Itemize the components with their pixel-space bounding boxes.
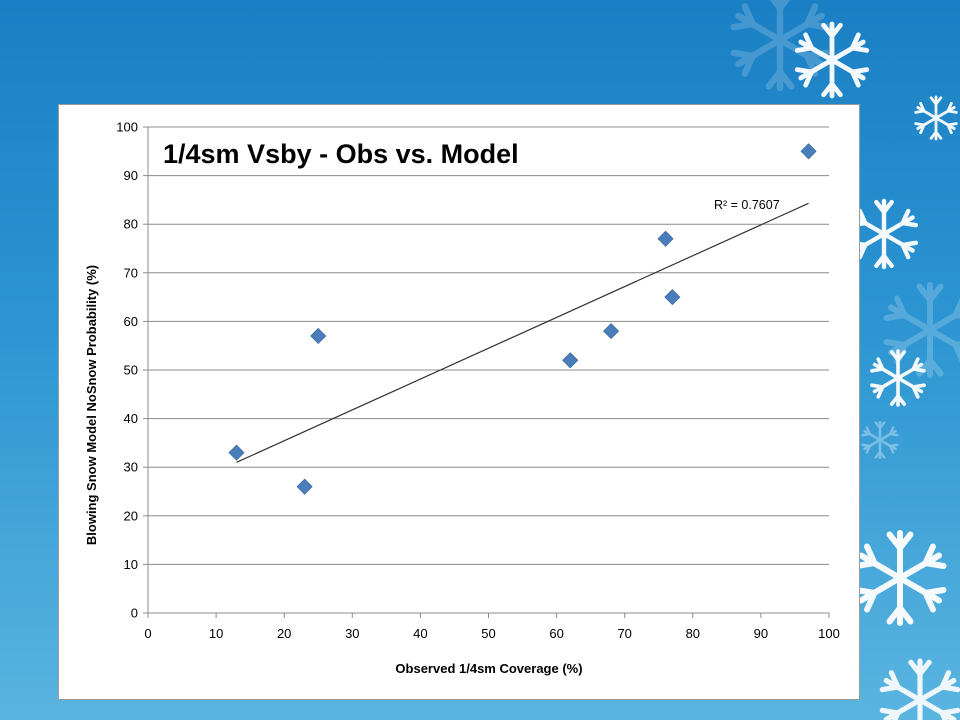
y-tick-label: 50 — [124, 363, 138, 378]
scatter-chart: 0 10 20 30 40 50 60 70 80 90 100 0 10 20 30 40 50 60 70 80 9… — [84, 120, 840, 677]
y-tick-label: 70 — [124, 265, 138, 280]
x-tick-label: 50 — [481, 626, 495, 641]
x-tick-label: 40 — [413, 626, 427, 641]
data-point — [800, 143, 817, 160]
y-tick-label: 90 — [124, 168, 138, 183]
chart-area: 0 10 20 30 40 50 60 70 80 90 100 0 10 20 30 40 50 60 70 80 9… — [58, 104, 860, 700]
x-tick-label: 30 — [345, 626, 359, 641]
data-point — [228, 444, 245, 461]
x-tick-label: 0 — [144, 626, 151, 641]
snowflake-icon — [857, 533, 944, 623]
data-point — [562, 352, 579, 369]
snowflake-icon — [852, 201, 916, 267]
x-axis-label: Observed 1/4sm Coverage (%) — [395, 661, 582, 676]
x-tick-label: 60 — [549, 626, 563, 641]
trendline — [236, 202, 809, 463]
chart-title: 1/4sm Vsby - Obs vs. Model — [163, 139, 519, 169]
y-axis-label: Blowing Snow Model NoSnow Probability (%… — [84, 265, 99, 545]
axes: 0 10 20 30 40 50 60 70 80 90 100 0 10 20 30 40 50 60 70 80 9… — [116, 120, 840, 642]
y-tick-label: 20 — [124, 508, 138, 523]
x-tick-label: 10 — [209, 626, 223, 641]
y-tick-label: 80 — [124, 217, 138, 232]
data-points — [228, 143, 817, 495]
r-squared-label: R² = 0.7607 — [714, 198, 780, 212]
y-tick-label: 100 — [116, 120, 138, 135]
x-tick-label: 70 — [617, 626, 631, 641]
y-tick-label: 10 — [124, 557, 138, 572]
snowflake-icon — [882, 661, 957, 720]
y-tick-label: 40 — [124, 411, 138, 426]
x-tick-label: 100 — [818, 626, 840, 641]
data-point — [296, 478, 313, 495]
snowflake-icon — [870, 349, 926, 407]
data-point — [310, 327, 327, 345]
gridlines — [148, 126, 829, 614]
data-point — [664, 289, 681, 306]
y-tick-label: 60 — [124, 314, 138, 329]
x-tick-label: 80 — [686, 626, 700, 641]
data-point — [657, 230, 674, 247]
snowflake-icon — [861, 420, 899, 460]
y-tick-label: 30 — [124, 460, 138, 475]
data-point — [603, 323, 620, 340]
x-tick-label: 90 — [754, 626, 768, 641]
x-tick-label: 20 — [277, 626, 291, 641]
y-tick-label: 0 — [131, 606, 138, 621]
trendline-group — [236, 202, 809, 463]
snowflake-icon — [914, 95, 958, 141]
